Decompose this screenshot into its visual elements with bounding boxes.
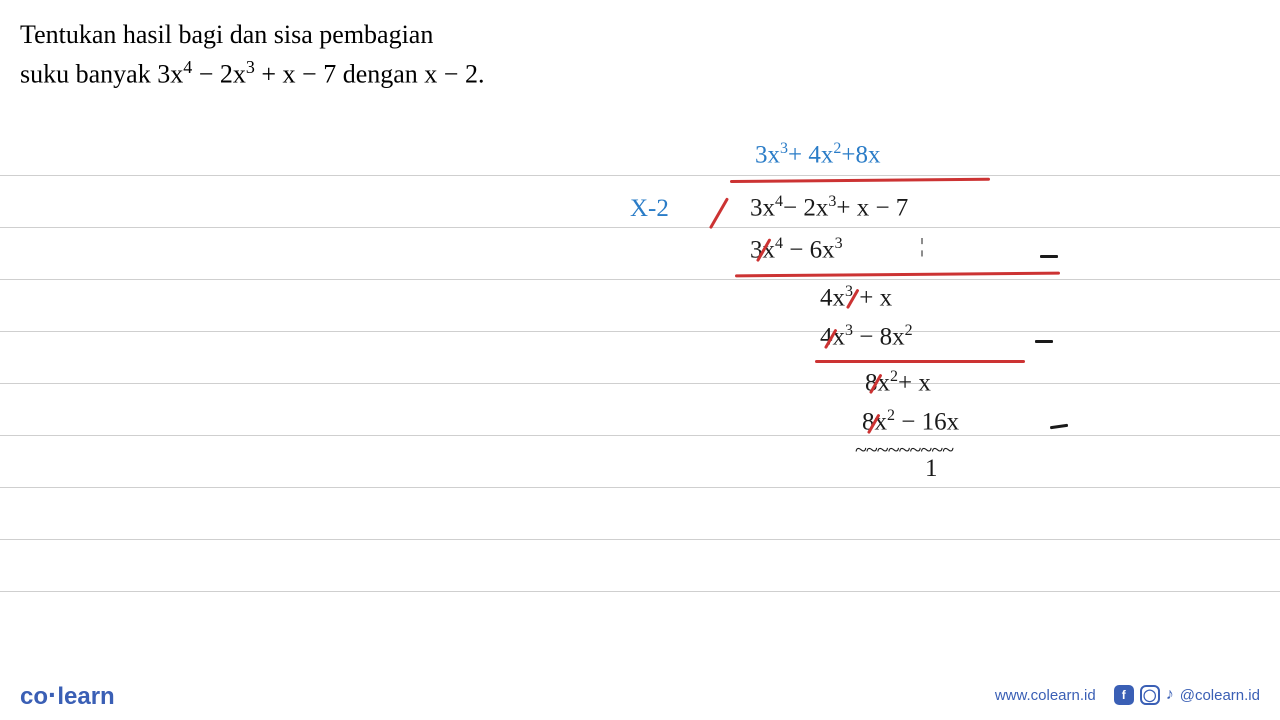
rule-step3: ~~~~~~~~~ [855, 437, 953, 463]
brand-logo: co·learn [20, 679, 115, 711]
minus-1 [1040, 255, 1058, 258]
footer: co·learn www.colearn.id f ◯ ♪ @colearn.i… [0, 670, 1280, 720]
dividend: 3x4− 2x3+ x − 7 [750, 193, 908, 222]
divisor: X-2 [630, 195, 669, 223]
step2a: 4x3 + x [820, 283, 892, 312]
step2b: 4x3 − 8x2 [820, 322, 913, 351]
social-icons: f ◯ ♪ @colearn.id [1114, 685, 1260, 705]
facebook-icon: f [1114, 685, 1134, 705]
problem-line2: suku banyak 3x4 − 2x3 + x − 7 dengan x −… [20, 54, 1260, 94]
align-dots-1: ¦ [920, 235, 924, 258]
rule-step2 [815, 360, 1025, 363]
footer-right: www.colearn.id f ◯ ♪ @colearn.id [995, 685, 1260, 705]
minus-2 [1035, 340, 1053, 343]
social-handle: @colearn.id [1180, 687, 1260, 704]
website-url: www.colearn.id [995, 687, 1096, 704]
step3b: 8x2 − 16x [862, 407, 959, 436]
quotient: 3x3+ 4x2+8x [755, 140, 880, 169]
problem-statement: Tentukan hasil bagi dan sisa pembagian s… [0, 0, 1280, 104]
instagram-icon: ◯ [1140, 685, 1160, 705]
tiktok-icon: ♪ [1166, 686, 1174, 704]
remainder-stub: 1 [925, 455, 938, 483]
problem-line1: Tentukan hasil bagi dan sisa pembagian [20, 15, 1260, 54]
notebook-lines [0, 175, 1280, 665]
